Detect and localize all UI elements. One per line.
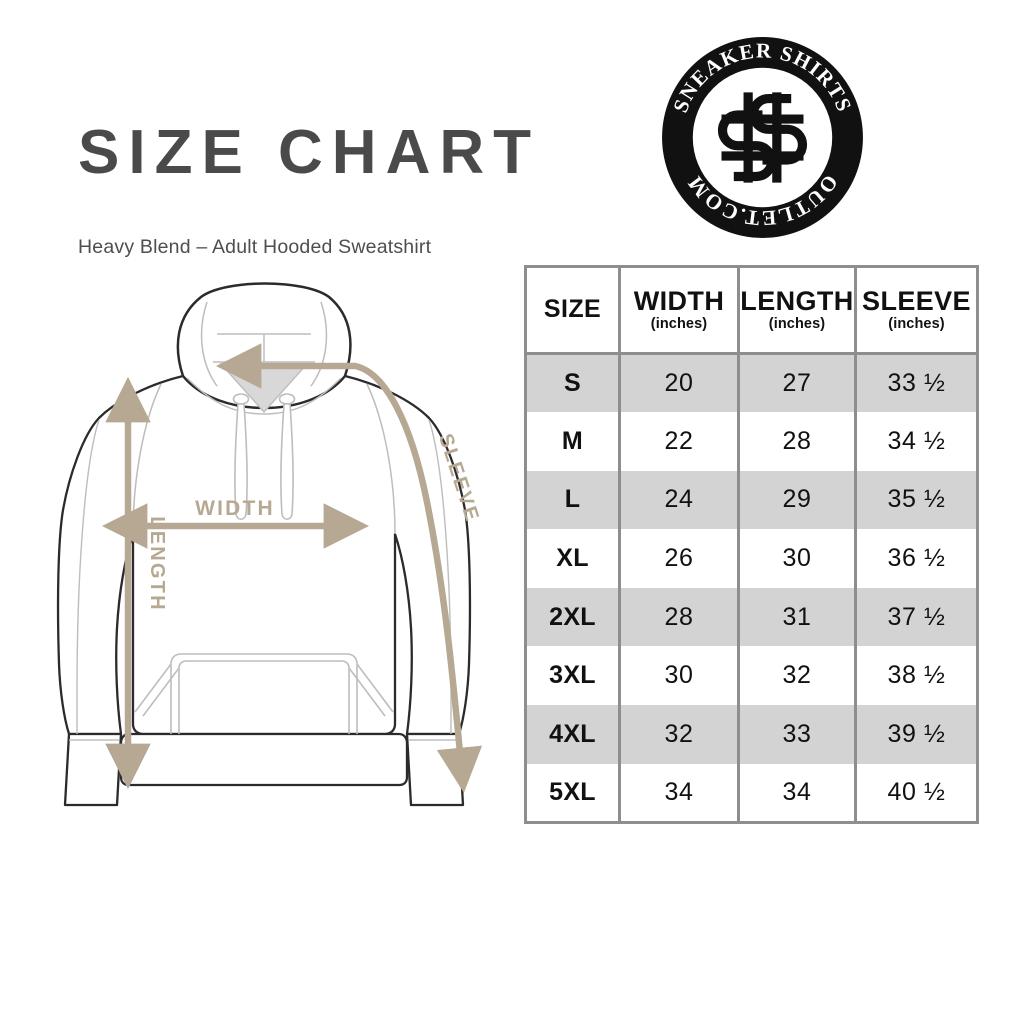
hoodie-illustration: WIDTH LENGTH SLEEVE (55, 272, 525, 842)
table-row: XL 26 30 36 ½ (525, 529, 978, 588)
cell-size: L (525, 470, 621, 530)
cell-width: 26 (618, 529, 740, 588)
cell-width: 32 (618, 705, 740, 764)
cell-sleeve: 40 ½ (854, 763, 978, 823)
column-header-sleeve: SLEEVE (inches) (854, 266, 978, 355)
cell-length: 32 (737, 646, 857, 706)
cell-size: 2XL (525, 587, 621, 647)
cell-length: 30 (737, 529, 857, 588)
cell-length: 29 (737, 470, 857, 530)
cell-sleeve: 37 ½ (854, 587, 978, 647)
brand-logo: SNEAKER SHIRTS OUTLET.COM (660, 35, 865, 240)
width-label: WIDTH (195, 497, 275, 520)
page-title: SIZE CHART (78, 118, 540, 187)
garment-waistband (119, 732, 409, 787)
size-chart-table: SIZE WIDTH (inches) LENGTH (inches) SLEE… (524, 265, 979, 824)
table-row: S 20 27 33 ½ (525, 353, 978, 413)
table-row: 3XL 30 32 38 ½ (525, 646, 978, 706)
cell-sleeve: 39 ½ (854, 705, 978, 764)
cell-width: 22 (618, 412, 740, 471)
sleeve-measure-arrow (215, 343, 483, 794)
cell-width: 24 (618, 470, 740, 530)
column-header-length-units: (inches) (768, 315, 826, 332)
logo-inner-disc (692, 67, 833, 208)
table-row: M 22 28 34 ½ (525, 412, 978, 471)
cell-sleeve: 36 ½ (854, 529, 978, 588)
cell-width: 20 (618, 353, 740, 413)
cell-width: 30 (618, 646, 740, 706)
cell-width: 34 (618, 763, 740, 823)
cell-size: 3XL (525, 646, 621, 706)
cell-size: S (525, 353, 621, 413)
table-row: 2XL 28 31 37 ½ (525, 587, 978, 647)
length-label: LENGTH (146, 516, 168, 611)
cell-sleeve: 33 ½ (854, 353, 978, 413)
cell-length: 31 (737, 587, 857, 647)
column-header-width: WIDTH (inches) (618, 266, 740, 355)
column-header-sleeve-main: SLEEVE (862, 286, 971, 317)
cell-length: 28 (737, 412, 857, 471)
page-subtitle: Heavy Blend – Adult Hooded Sweatshirt (78, 236, 432, 258)
column-header-size-main: SIZE (543, 295, 602, 324)
column-header-length: LENGTH (inches) (737, 266, 857, 355)
cell-sleeve: 35 ½ (854, 470, 978, 530)
column-header-sleeve-units: (inches) (888, 315, 945, 332)
cell-size: XL (525, 529, 621, 588)
cell-width: 28 (618, 587, 740, 647)
column-header-width-units: (inches) (650, 315, 708, 332)
cell-length: 34 (737, 763, 857, 823)
table-row: 4XL 32 33 39 ½ (525, 705, 978, 764)
column-header-length-main: LENGTH (740, 286, 854, 317)
cell-length: 33 (737, 705, 857, 764)
logo-ss-monogram (717, 92, 808, 183)
size-chart-table-wrapper: SIZE WIDTH (inches) LENGTH (inches) SLEE… (524, 265, 979, 824)
table-header-row: SIZE WIDTH (inches) LENGTH (inches) SLEE… (525, 266, 978, 355)
cell-size: 5XL (525, 763, 621, 823)
cell-length: 27 (737, 353, 857, 413)
cell-size: M (525, 412, 621, 471)
table-row: L 24 29 35 ½ (525, 470, 978, 530)
title-block: SIZE CHART Heavy Blend – Adult Hooded Sw… (78, 118, 540, 259)
column-header-size: SIZE (525, 266, 621, 355)
cell-sleeve: 38 ½ (854, 646, 978, 706)
cell-sleeve: 34 ½ (854, 412, 978, 471)
column-header-width-main: WIDTH (633, 286, 725, 317)
table-row: 5XL 34 34 40 ½ (525, 763, 978, 823)
cell-size: 4XL (525, 705, 621, 764)
